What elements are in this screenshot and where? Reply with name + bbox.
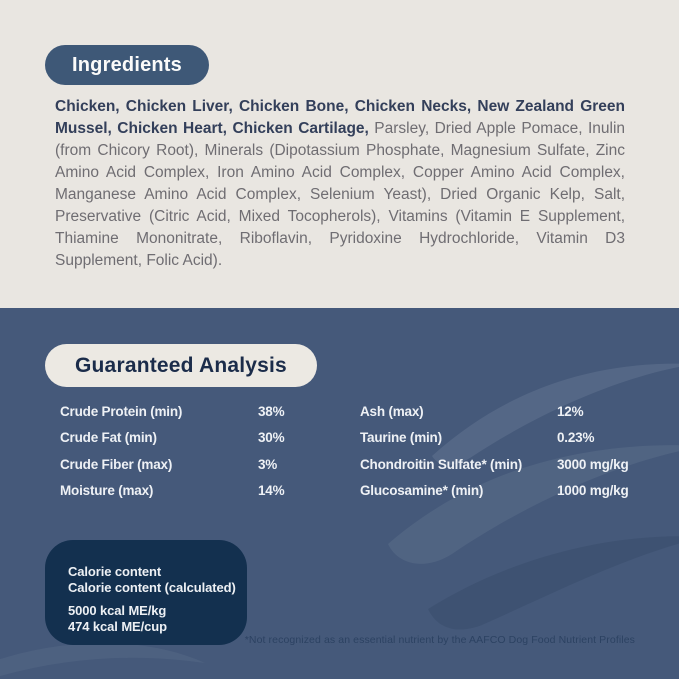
table-row: Glucosamine* (min) 1000 mg/kg — [360, 478, 660, 505]
nutrient-value: 3% — [258, 456, 278, 472]
table-row: Crude Fat (min) 30% — [60, 425, 340, 452]
wave-decoration — [0, 363, 679, 677]
ingredients-secondary-list: Parsley, Dried Apple Pomace, Inulin (fro… — [55, 120, 626, 269]
calorie-content-box: Calorie content Calorie content (calcula… — [45, 540, 247, 645]
nutrient-label: Crude Fiber (max) — [60, 456, 173, 472]
calorie-content-line: Calorie content (calculated) — [68, 580, 236, 595]
analysis-table-left-column: Crude Protein (min) 38% Crude Fat (min) … — [60, 398, 340, 504]
guaranteed-analysis-title: Guaranteed Analysis — [75, 353, 287, 377]
nutrient-label: Taurine (min) — [360, 430, 442, 446]
ingredients-section: Ingredients Chicken, Chicken Liver, Chic… — [0, 0, 679, 308]
table-row: Moisture (max) 14% — [60, 478, 340, 505]
table-row: Ash (max) 12% — [360, 398, 660, 425]
nutrient-value: 14% — [258, 483, 285, 499]
ingredients-primary-list: Chicken, Chicken Liver, Chicken Bone, Ch… — [55, 98, 625, 137]
nutrient-label: Ash (max) — [360, 403, 424, 419]
guaranteed-analysis-title-pill: Guaranteed Analysis — [45, 344, 317, 387]
aafco-footnote: *Not recognized as an essential nutrient… — [244, 634, 635, 646]
nutrient-value: 12% — [557, 403, 584, 419]
nutrient-value: 0.23% — [557, 430, 595, 446]
table-row: Crude Fiber (max) 3% — [60, 451, 340, 478]
calorie-kcal-per-kg: 5000 kcal ME/kg — [68, 603, 167, 618]
nutrient-label: Crude Fat (min) — [60, 430, 157, 446]
nutrient-value: 3000 mg/kg — [557, 456, 629, 472]
analysis-table-right-column: Ash (max) 12% Taurine (min) 0.23% Chondr… — [360, 398, 660, 504]
nutrient-label: Crude Protein (min) — [60, 403, 183, 419]
ingredients-title-pill: Ingredients — [45, 45, 209, 85]
nutrient-label: Moisture (max) — [60, 483, 154, 499]
nutrient-label: Chondroitin Sulfate* (min) — [360, 456, 523, 472]
table-row: Taurine (min) 0.23% — [360, 425, 660, 452]
nutrient-label: Glucosamine* (min) — [360, 483, 484, 499]
calorie-content-values: 5000 kcal ME/kg 474 kcal ME/cup — [68, 603, 247, 635]
nutrient-value: 1000 mg/kg — [557, 483, 629, 499]
calorie-content-headings: Calorie content Calorie content (calcula… — [68, 564, 247, 596]
calorie-kcal-per-cup: 474 kcal ME/cup — [68, 619, 167, 634]
ingredients-paragraph: Chicken, Chicken Liver, Chicken Bone, Ch… — [55, 96, 625, 272]
ingredients-title: Ingredients — [72, 53, 182, 76]
guaranteed-analysis-section: Guaranteed Analysis Crude Protein (min) … — [0, 308, 679, 679]
nutrient-value: 30% — [258, 430, 285, 446]
table-row: Crude Protein (min) 38% — [60, 398, 340, 425]
table-row: Chondroitin Sulfate* (min) 3000 mg/kg — [360, 451, 660, 478]
nutrient-value: 38% — [258, 403, 285, 419]
calorie-content-line: Calorie content — [68, 564, 162, 579]
